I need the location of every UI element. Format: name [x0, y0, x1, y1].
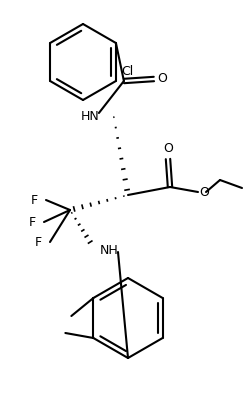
- Text: F: F: [31, 194, 38, 206]
- Text: F: F: [29, 215, 36, 228]
- Text: O: O: [199, 185, 209, 198]
- Text: F: F: [35, 236, 42, 249]
- Text: Cl: Cl: [121, 65, 133, 78]
- Text: O: O: [163, 142, 173, 155]
- Text: HN: HN: [81, 110, 100, 122]
- Text: O: O: [157, 72, 167, 86]
- Text: NH: NH: [100, 244, 119, 257]
